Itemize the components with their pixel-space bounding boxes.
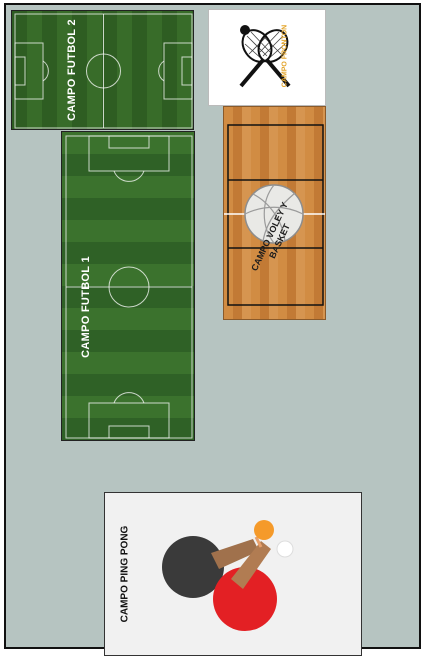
- zone-label: CAMPO PING PONG: [119, 525, 131, 623]
- zone-ping-pong[interactable]: CAMPO PING PONG: [104, 492, 362, 656]
- zone-voley-basket[interactable]: CAMPO VOLEY Y BASKET: [223, 106, 326, 320]
- zone-futbol-1[interactable]: CAMPO FUTBOL 1: [61, 131, 195, 441]
- zone-label: CAMPO FUTBOL 2: [66, 19, 78, 121]
- volleyball-icon: [244, 184, 304, 244]
- tennis-rackets-icon: [239, 25, 291, 88]
- zone-label: CAMPO FUTBOL 1: [80, 256, 92, 358]
- zone-label: CAMPO FRONTON: [281, 24, 289, 88]
- zone-fronton[interactable]: CAMPO FRONTON: [208, 9, 326, 106]
- ping-pong-paddles-icon: [162, 520, 294, 631]
- soccer-field-lines: [14, 13, 193, 129]
- zone-futbol-2[interactable]: CAMPO FUTBOL 2: [11, 10, 194, 130]
- sports-facility-map: CAMPO FUTBOL 2 CAMPO FUTBOL 1: [4, 3, 421, 656]
- soccer-field-lines: [65, 135, 193, 439]
